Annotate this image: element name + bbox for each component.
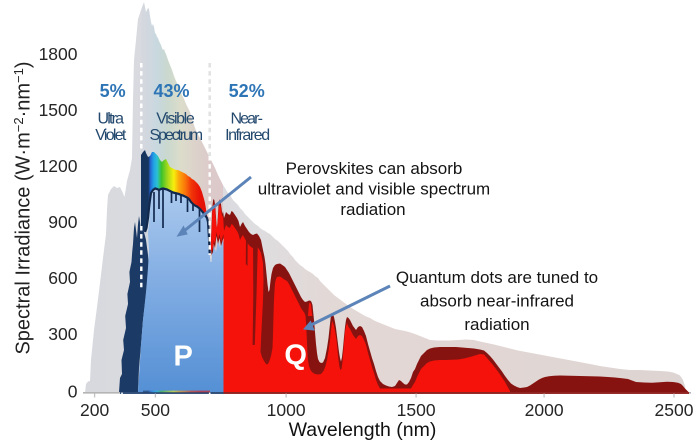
svg-text:Infrared: Infrared: [225, 127, 270, 144]
svg-text:1800: 1800: [39, 44, 78, 64]
svg-text:Visible: Visible: [156, 111, 195, 128]
svg-text:43%: 43%: [153, 81, 189, 101]
svg-text:500: 500: [141, 400, 170, 420]
svg-text:Violet: Violet: [95, 127, 127, 144]
svg-text:Quantum dots are tuned to: Quantum dots are tuned to: [396, 268, 598, 287]
svg-text:1500: 1500: [39, 100, 78, 120]
svg-text:52%: 52%: [229, 81, 265, 101]
svg-text:Wavelength (nm): Wavelength (nm): [289, 419, 437, 441]
svg-text:P: P: [174, 341, 193, 373]
svg-text:radiation: radiation: [340, 200, 405, 219]
svg-text:Near-: Near-: [230, 111, 263, 128]
svg-text:1500: 1500: [397, 400, 436, 420]
svg-text:5%: 5%: [100, 81, 126, 101]
svg-text:1200: 1200: [39, 156, 78, 176]
svg-text:200: 200: [80, 400, 109, 420]
svg-text:900: 900: [48, 212, 77, 232]
svg-text:300: 300: [48, 324, 77, 344]
svg-text:Spectrum: Spectrum: [150, 127, 204, 144]
svg-text:Perovskites can absorb: Perovskites can absorb: [286, 159, 463, 178]
svg-text:1000: 1000: [267, 400, 306, 420]
svg-text:2500: 2500: [655, 400, 694, 420]
svg-text:Spectral Irradiance (W·m−2·nm−: Spectral Irradiance (W·m−2·nm−1): [11, 61, 35, 354]
svg-text:ultraviolet and visible spectr: ultraviolet and visible spectrum: [258, 180, 490, 199]
svg-text:0: 0: [68, 382, 78, 402]
svg-text:Ultra: Ultra: [98, 111, 125, 128]
svg-text:Q: Q: [284, 340, 307, 372]
svg-text:absorb near-infrared: absorb near-infrared: [420, 292, 574, 311]
svg-text:2000: 2000: [525, 400, 564, 420]
svg-text:600: 600: [48, 268, 77, 288]
svg-text:radiation: radiation: [464, 315, 529, 334]
